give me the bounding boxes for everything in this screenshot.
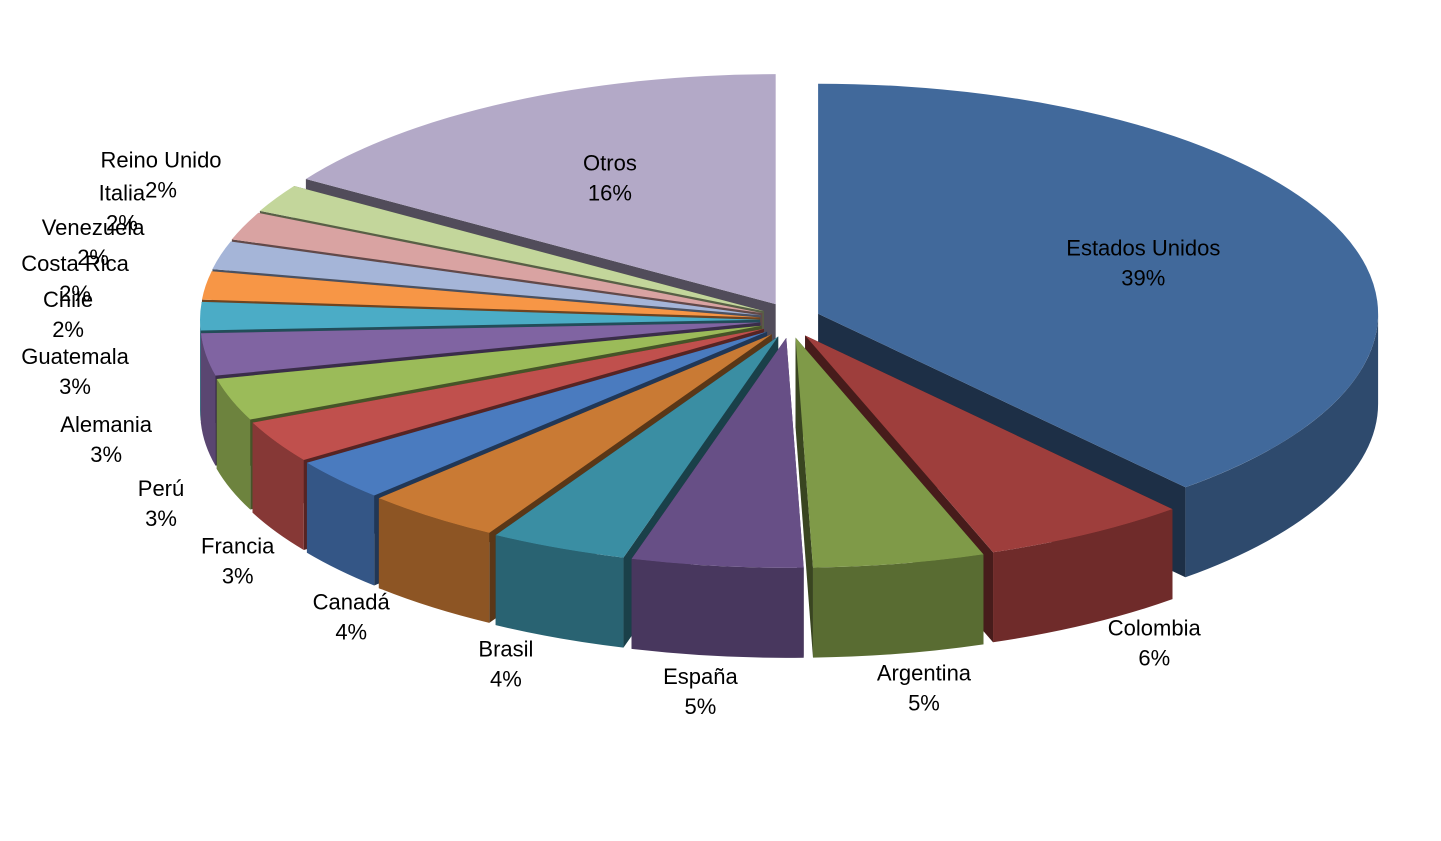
slice-top <box>259 185 764 312</box>
slice-top <box>231 212 763 314</box>
slice-side <box>378 498 490 623</box>
data-label-value: 2% <box>52 317 84 342</box>
slice <box>795 337 984 658</box>
data-label-name: España <box>663 664 738 689</box>
slice-side <box>306 462 375 586</box>
data-label-value: 6% <box>1138 646 1170 671</box>
data-label-name: Francia <box>201 533 275 558</box>
slice-top <box>216 325 762 420</box>
slice-top <box>200 322 761 376</box>
data-label-value: 5% <box>685 694 717 719</box>
data-label-value: 2% <box>106 210 138 235</box>
data-label-value: 5% <box>908 690 940 715</box>
slice-top <box>805 335 1173 553</box>
slice-side <box>1185 313 1379 578</box>
data-label-value: 3% <box>90 442 122 467</box>
data-label-name: Colombia <box>1108 616 1202 641</box>
data-label-name: Canadá <box>313 590 391 615</box>
slice-side <box>200 333 216 466</box>
data-label-name: Venezuela <box>42 215 146 240</box>
data-label-name: Chile <box>43 287 93 312</box>
data-label-value: 16% <box>588 181 632 206</box>
slice-top <box>200 301 761 331</box>
slice-top <box>306 331 768 496</box>
data-label-value: 2% <box>145 177 177 202</box>
data-label-name: Alemania <box>60 412 152 437</box>
slice-top <box>201 271 761 318</box>
data-label-name: Argentina <box>877 660 972 685</box>
slice-top <box>495 336 779 558</box>
slice <box>631 337 804 658</box>
slice-top <box>631 337 804 568</box>
data-label-value: 39% <box>1121 266 1165 291</box>
data-label-name: Reino Unido <box>100 147 221 172</box>
slice-side <box>200 319 201 421</box>
slice-side <box>631 558 804 658</box>
slice-side <box>993 509 1173 643</box>
data-label-value: 4% <box>335 620 367 645</box>
slice-wall <box>795 337 813 658</box>
data-label-value: 3% <box>59 374 91 399</box>
data-label-value: 2% <box>59 281 91 306</box>
data-label-name: Costa Rica <box>21 251 129 276</box>
slice-top <box>795 337 984 568</box>
slice-side <box>216 378 251 510</box>
data-label-name: Italia <box>99 180 146 205</box>
data-label-name: Estados Unidos <box>1066 236 1220 261</box>
slice-side <box>812 554 984 658</box>
slice-side <box>495 535 624 648</box>
slice-top <box>212 241 762 316</box>
slice-top <box>818 83 1379 488</box>
slice-top <box>252 328 764 460</box>
data-label-value: 2% <box>77 245 109 270</box>
data-label-name: Guatemala <box>21 344 129 369</box>
slice-top <box>305 74 776 305</box>
data-label-value: 3% <box>222 563 254 588</box>
data-label-value: 4% <box>490 667 522 692</box>
data-label-name: Perú <box>138 476 184 501</box>
slice-top <box>378 334 772 533</box>
slice-side <box>252 422 304 550</box>
data-label-name: Otros <box>583 151 637 176</box>
data-label-value: 3% <box>145 506 177 531</box>
data-label-name: Brasil <box>478 637 533 662</box>
